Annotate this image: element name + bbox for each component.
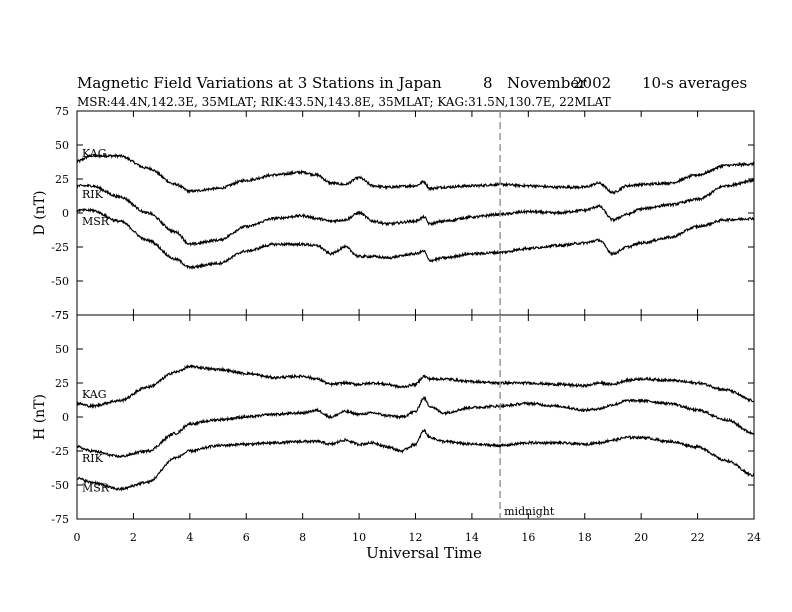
- series-line-msr-h: [76, 428, 755, 492]
- series-line-kag-h: [76, 363, 755, 410]
- y-axis-label-h: H (nT): [32, 394, 48, 440]
- y-tick-label-d: 50: [55, 139, 69, 152]
- x-tick-label: 0: [74, 531, 81, 544]
- date-day: 8: [483, 74, 493, 92]
- series-label-msr-h: MSR: [82, 482, 110, 495]
- series-label-kag-d: KAG: [82, 147, 107, 160]
- y-tick-label-h: 25: [55, 377, 69, 390]
- y-tick-label-h: 75: [55, 309, 69, 322]
- date-month: November: [507, 74, 587, 92]
- x-tick-label: 18: [578, 531, 592, 544]
- x-tick-label: 22: [691, 531, 705, 544]
- x-tick-label: 8: [299, 531, 306, 544]
- y-tick-label-d: 25: [55, 173, 69, 186]
- x-tick-label: 20: [634, 531, 648, 544]
- panel-frame-d: [76, 110, 755, 316]
- y-tick-label-h: 0: [62, 411, 69, 424]
- series-line-rik-d: [76, 177, 755, 247]
- chart-title: Magnetic Field Variations at 3 Stations …: [77, 74, 442, 92]
- y-tick-label-d: -25: [51, 241, 69, 254]
- x-tick-label: 10: [352, 531, 366, 544]
- y-tick-label-d: 0: [62, 207, 69, 220]
- panel-frame-h: [76, 314, 755, 520]
- averaging-note: 10-s averages: [642, 74, 747, 92]
- x-tick-label: 2: [130, 531, 137, 544]
- station-coordinates: MSR:44.4N,142.3E, 35MLAT; RIK:43.5N,143.…: [77, 95, 611, 109]
- x-tick-label: 12: [409, 531, 423, 544]
- y-tick-label-h: -50: [51, 479, 69, 492]
- y-tick-label-d: -50: [51, 275, 69, 288]
- series-label-kag-h: KAG: [82, 388, 107, 401]
- y-tick-label-d: -75: [51, 309, 69, 322]
- series-label-rik-h: RIK: [82, 452, 104, 465]
- series-line-kag-d: [76, 153, 755, 195]
- y-tick-label-h: -25: [51, 445, 69, 458]
- x-tick-label: 14: [465, 531, 479, 544]
- midnight-label: midnight: [504, 505, 555, 518]
- y-axis-label-d: D (nT): [32, 191, 48, 236]
- series-line-msr-d: [76, 207, 755, 270]
- x-tick-label: 24: [747, 531, 761, 544]
- series-line-rik-h: [76, 395, 755, 459]
- x-axis-label: Universal Time: [366, 544, 482, 562]
- y-tick-label-h: 50: [55, 343, 69, 356]
- y-tick-label-d: 75: [55, 105, 69, 118]
- x-tick-label: 4: [186, 531, 193, 544]
- date-year: 2002: [573, 74, 611, 92]
- series-label-msr-d: MSR: [82, 215, 110, 228]
- x-tick-label: 16: [521, 531, 535, 544]
- series-label-rik-d: RIK: [82, 188, 104, 201]
- y-tick-label-h: -75: [51, 513, 69, 526]
- panels-group: 75 50 25 0 -25 -50 -75 D (nT) KAG RIK MSR 75 50 25 0 -2…: [32, 105, 761, 544]
- x-tick-label: 6: [243, 531, 250, 544]
